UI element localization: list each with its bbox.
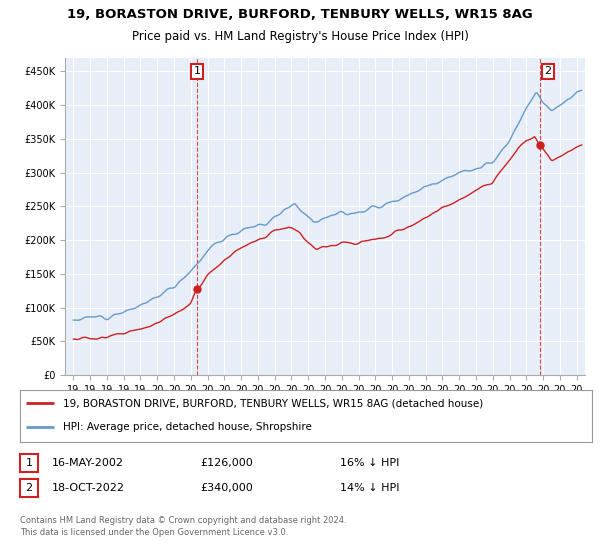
- Text: 2: 2: [544, 67, 551, 77]
- Text: 16-MAY-2002: 16-MAY-2002: [52, 458, 124, 468]
- Text: 19, BORASTON DRIVE, BURFORD, TENBURY WELLS, WR15 8AG (detached house): 19, BORASTON DRIVE, BURFORD, TENBURY WEL…: [63, 398, 483, 408]
- Text: HPI: Average price, detached house, Shropshire: HPI: Average price, detached house, Shro…: [63, 422, 312, 432]
- Text: 19, BORASTON DRIVE, BURFORD, TENBURY WELLS, WR15 8AG: 19, BORASTON DRIVE, BURFORD, TENBURY WEL…: [67, 8, 533, 21]
- Text: 16% ↓ HPI: 16% ↓ HPI: [340, 458, 400, 468]
- Text: Contains HM Land Registry data © Crown copyright and database right 2024.
This d: Contains HM Land Registry data © Crown c…: [20, 516, 347, 537]
- Text: 1: 1: [194, 67, 200, 77]
- Text: £340,000: £340,000: [200, 483, 253, 493]
- Text: Price paid vs. HM Land Registry's House Price Index (HPI): Price paid vs. HM Land Registry's House …: [131, 30, 469, 43]
- Text: £126,000: £126,000: [200, 458, 253, 468]
- Text: 2: 2: [25, 483, 32, 493]
- Text: 18-OCT-2022: 18-OCT-2022: [52, 483, 125, 493]
- Text: 14% ↓ HPI: 14% ↓ HPI: [340, 483, 400, 493]
- Text: 1: 1: [25, 458, 32, 468]
